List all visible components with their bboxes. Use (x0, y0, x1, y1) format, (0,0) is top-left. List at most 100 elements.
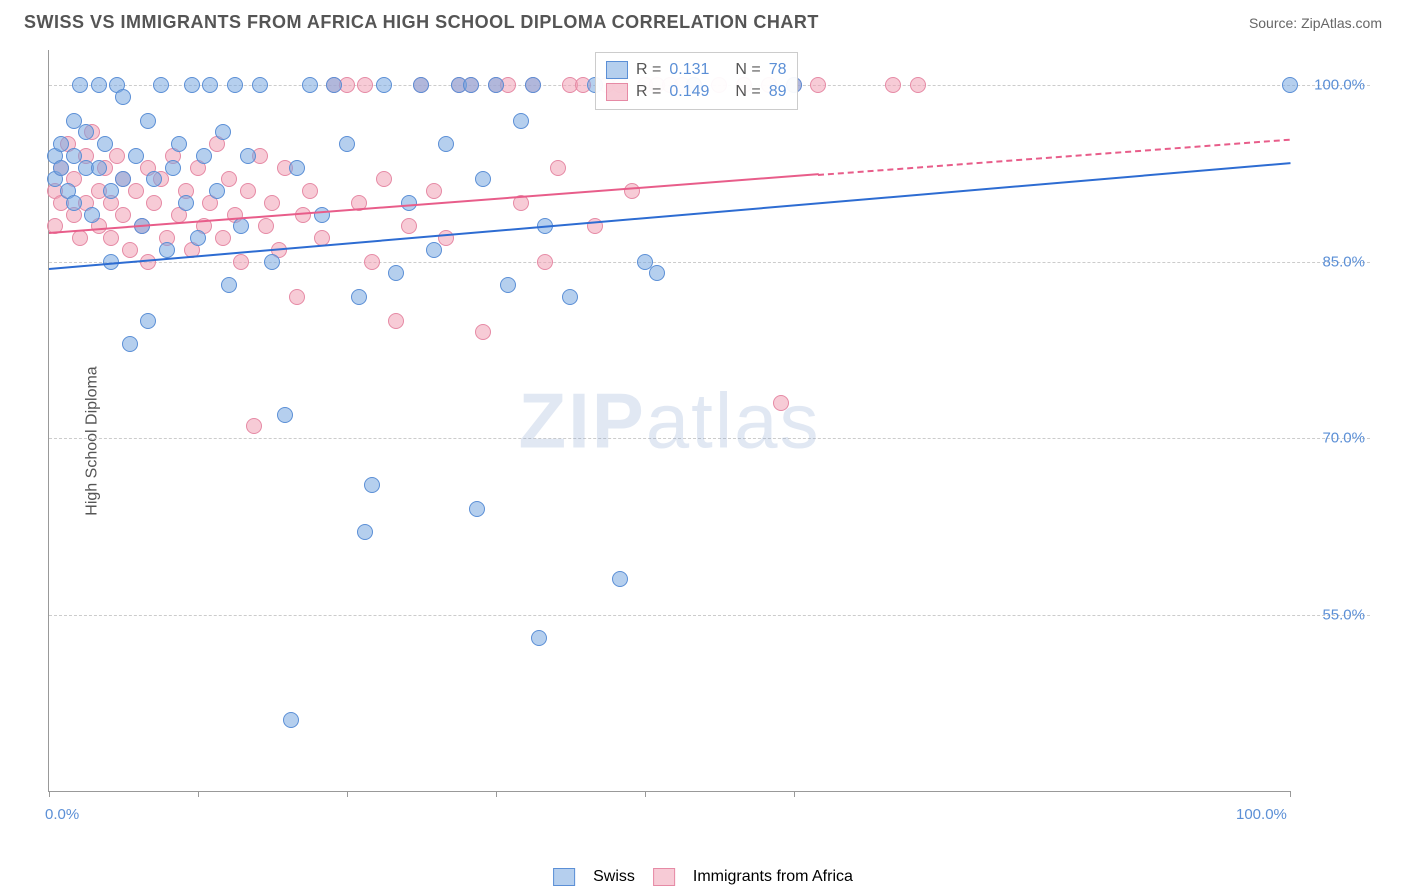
scatter-point-swiss (178, 195, 194, 211)
scatter-point-swiss (351, 289, 367, 305)
scatter-point-swiss (401, 195, 417, 211)
legend-n-value: 89 (769, 83, 787, 101)
scatter-point-swiss (289, 160, 305, 176)
scatter-point-swiss (140, 113, 156, 129)
scatter-point-swiss (140, 313, 156, 329)
scatter-point-swiss (252, 77, 268, 93)
scatter-point-swiss (202, 77, 218, 93)
scatter-point-africa (426, 183, 442, 199)
scatter-point-africa (302, 183, 318, 199)
scatter-point-swiss (531, 630, 547, 646)
scatter-point-swiss (612, 571, 628, 587)
scatter-point-africa (401, 218, 417, 234)
scatter-point-africa (550, 160, 566, 176)
scatter-point-swiss (66, 195, 82, 211)
scatter-point-swiss (72, 77, 88, 93)
scatter-point-swiss (283, 712, 299, 728)
scatter-point-africa (910, 77, 926, 93)
scatter-point-africa (810, 77, 826, 93)
scatter-point-swiss (240, 148, 256, 164)
scatter-point-swiss (469, 501, 485, 517)
bottom-legend: Swiss Immigrants from Africa (553, 868, 853, 886)
scatter-point-africa (246, 418, 262, 434)
scatter-point-swiss (128, 148, 144, 164)
chart-container: SWISS VS IMMIGRANTS FROM AFRICA HIGH SCH… (0, 0, 1406, 892)
scatter-point-africa (146, 195, 162, 211)
scatter-point-africa (240, 183, 256, 199)
x-tick (198, 791, 199, 797)
scatter-point-africa (357, 77, 373, 93)
scatter-point-swiss (146, 171, 162, 187)
scatter-point-swiss (153, 77, 169, 93)
source-label: Source: ZipAtlas.com (1249, 15, 1382, 31)
scatter-point-africa (103, 230, 119, 246)
x-tick (794, 791, 795, 797)
y-tick-label: 55.0% (1322, 606, 1365, 623)
plot-area: ZIPatlas 55.0%70.0%85.0%100.0%0.0%100.0%… (48, 50, 1290, 792)
scatter-point-swiss (184, 77, 200, 93)
scatter-point-africa (258, 218, 274, 234)
scatter-point-swiss (463, 77, 479, 93)
legend-r-value: 0.149 (669, 83, 709, 101)
scatter-point-swiss (339, 136, 355, 152)
legend-swatch (606, 83, 628, 101)
scatter-point-swiss (488, 77, 504, 93)
scatter-point-africa (264, 195, 280, 211)
legend-label-africa: Immigrants from Africa (693, 868, 853, 886)
scatter-point-swiss (91, 77, 107, 93)
scatter-point-africa (537, 254, 553, 270)
scatter-point-swiss (91, 160, 107, 176)
scatter-point-swiss (264, 254, 280, 270)
legend-swatch-africa (653, 868, 675, 886)
y-tick-label: 70.0% (1322, 430, 1365, 447)
x-tick-label: 100.0% (1236, 806, 1287, 823)
scatter-point-swiss (426, 242, 442, 258)
y-tick-label: 85.0% (1322, 253, 1365, 270)
scatter-point-swiss (84, 207, 100, 223)
scatter-point-swiss (314, 207, 330, 223)
x-tick (645, 791, 646, 797)
scatter-point-swiss (159, 242, 175, 258)
scatter-point-africa (122, 242, 138, 258)
scatter-point-swiss (165, 160, 181, 176)
legend-r-label: R = (636, 83, 661, 101)
legend-n-label: N = (735, 61, 760, 79)
scatter-point-swiss (649, 265, 665, 281)
legend-label-swiss: Swiss (593, 868, 635, 886)
scatter-point-africa (773, 395, 789, 411)
scatter-point-swiss (302, 77, 318, 93)
legend-r-value: 0.131 (669, 61, 709, 79)
legend-swatch (606, 61, 628, 79)
scatter-point-swiss (78, 124, 94, 140)
scatter-point-africa (128, 183, 144, 199)
scatter-point-swiss (500, 277, 516, 293)
scatter-point-africa (115, 207, 131, 223)
legend-correlation: R =0.131N =78R =0.149N =89 (595, 52, 798, 110)
scatter-point-swiss (364, 477, 380, 493)
gridline (49, 615, 1370, 616)
y-tick-label: 100.0% (1314, 77, 1365, 94)
plot-wrapper: High School Diploma ZIPatlas 55.0%70.0%8… (48, 50, 1370, 832)
scatter-point-swiss (525, 77, 541, 93)
scatter-point-africa (215, 230, 231, 246)
legend-row: R =0.149N =89 (606, 81, 787, 103)
scatter-point-africa (289, 289, 305, 305)
scatter-point-swiss (513, 113, 529, 129)
scatter-point-africa (72, 230, 88, 246)
scatter-point-africa (376, 171, 392, 187)
scatter-point-swiss (326, 77, 342, 93)
scatter-point-swiss (209, 183, 225, 199)
scatter-point-swiss (357, 524, 373, 540)
scatter-point-swiss (190, 230, 206, 246)
x-tick-label: 0.0% (45, 806, 79, 823)
scatter-point-swiss (227, 77, 243, 93)
x-tick (347, 791, 348, 797)
scatter-point-swiss (438, 136, 454, 152)
scatter-point-swiss (388, 265, 404, 281)
scatter-point-swiss (233, 218, 249, 234)
x-tick (496, 791, 497, 797)
scatter-point-swiss (115, 89, 131, 105)
scatter-point-africa (221, 171, 237, 187)
scatter-point-africa (624, 183, 640, 199)
watermark: ZIPatlas (518, 375, 820, 466)
